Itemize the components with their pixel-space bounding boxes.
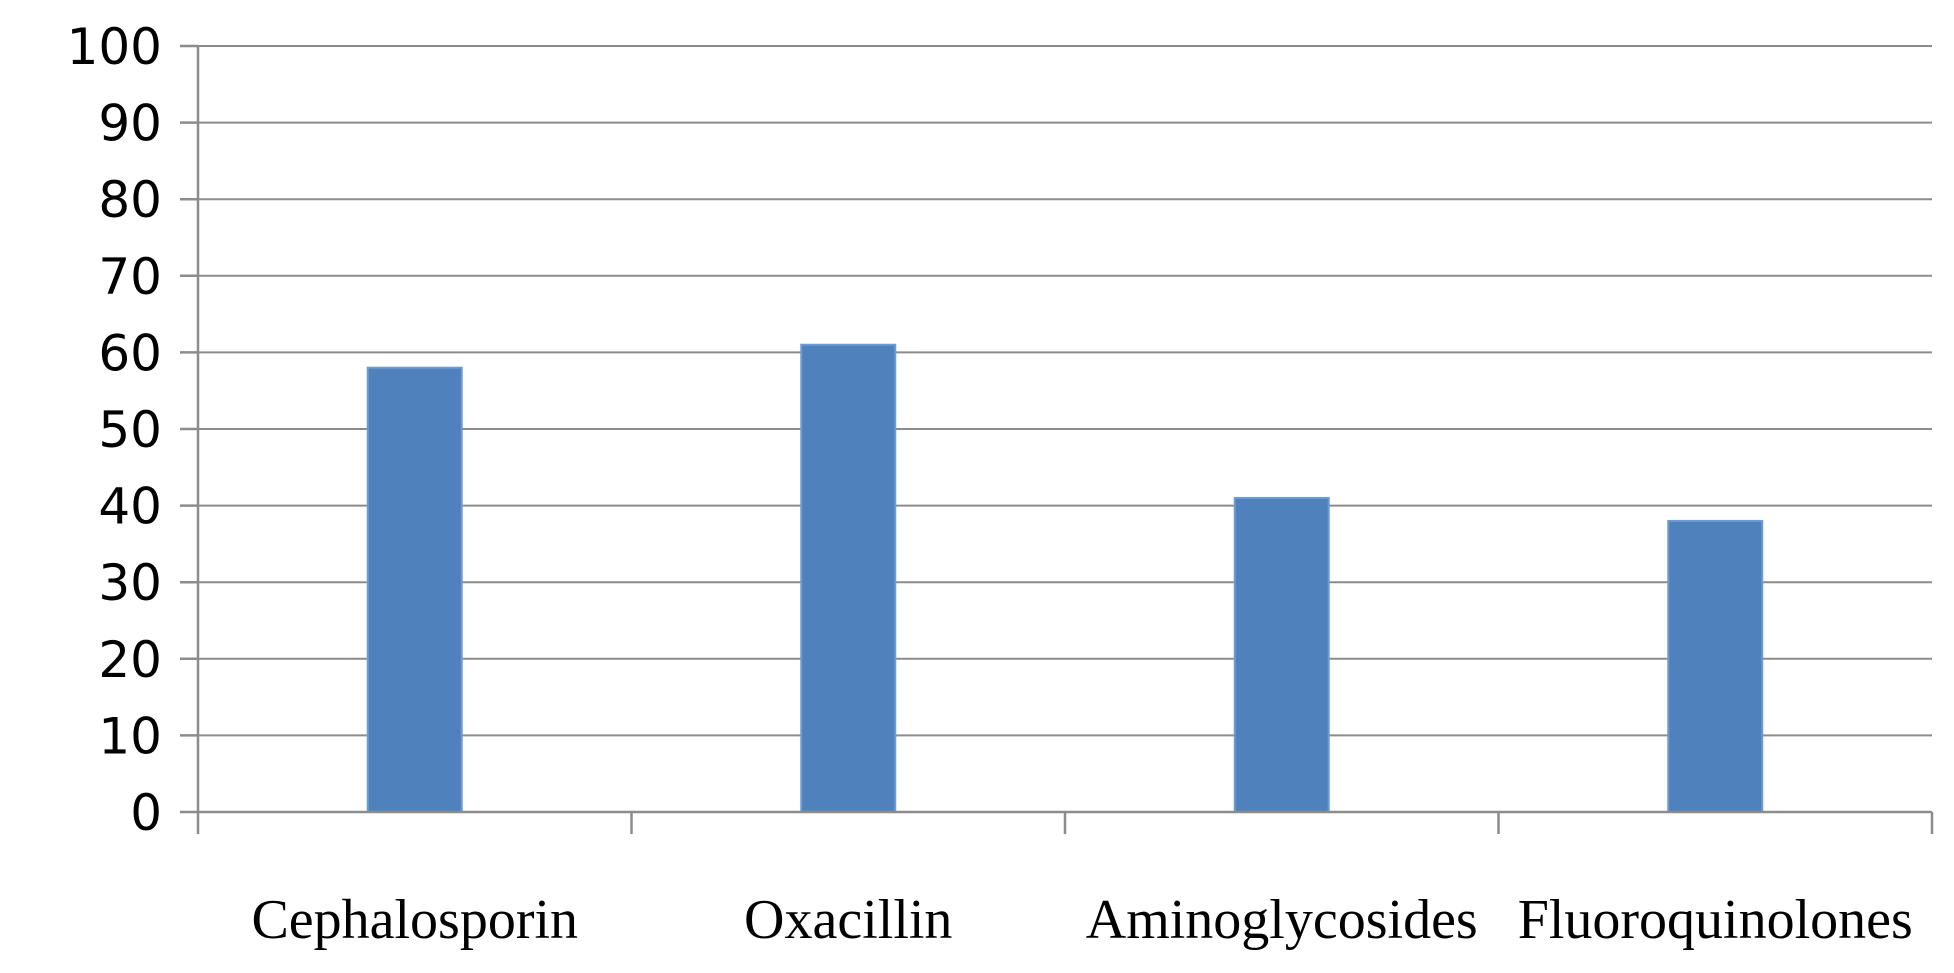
x-tick-label: Oxacillin (744, 889, 952, 951)
y-tick-label: 70 (98, 248, 162, 306)
axes (180, 44, 1934, 834)
bars (366, 343, 1764, 813)
y-tick-label: 50 (98, 401, 162, 459)
y-tick-label: 100 (67, 18, 162, 76)
y-tick-label: 40 (98, 478, 162, 536)
y-tick-label: 0 (130, 784, 162, 842)
x-tick-label: Fluoroquinolones (1518, 889, 1913, 951)
bar-fluoroquinolones (1667, 519, 1764, 813)
x-tick-labels: Cephalosporin Oxacillin Aminoglycosides Flu… (251, 889, 1912, 951)
gridlines (198, 45, 1932, 737)
y-tick-label: 30 (98, 554, 162, 612)
bar-aminoglycosides (1233, 496, 1330, 813)
y-tick-label: 90 (98, 95, 162, 153)
y-tick-labels: 0 10 20 30 40 50 60 70 80 90 100 (67, 18, 162, 842)
y-tick-label: 60 (98, 324, 162, 382)
bar-oxacillin (800, 343, 897, 813)
x-tick-label: Cephalosporin (251, 889, 578, 951)
x-tick-label: Aminoglycosides (1086, 889, 1478, 951)
y-tick-label: 20 (98, 631, 162, 689)
y-tick-label: 80 (98, 171, 162, 229)
y-tick-label: 10 (98, 707, 162, 765)
bar-cephalosporin (366, 366, 463, 813)
